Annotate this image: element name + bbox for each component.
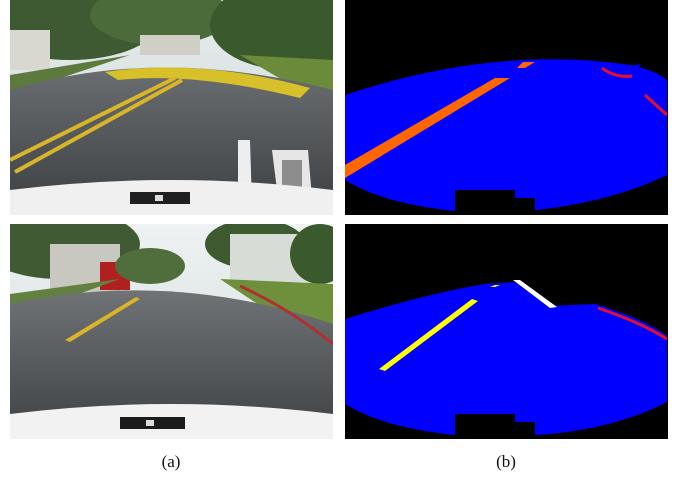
mask-bottom [345, 224, 668, 439]
photo-top [10, 0, 333, 215]
caption-b: (b) [496, 452, 516, 471]
photo-bottom [10, 224, 333, 439]
mask-top [345, 0, 668, 215]
caption-a: (a) [161, 452, 181, 471]
